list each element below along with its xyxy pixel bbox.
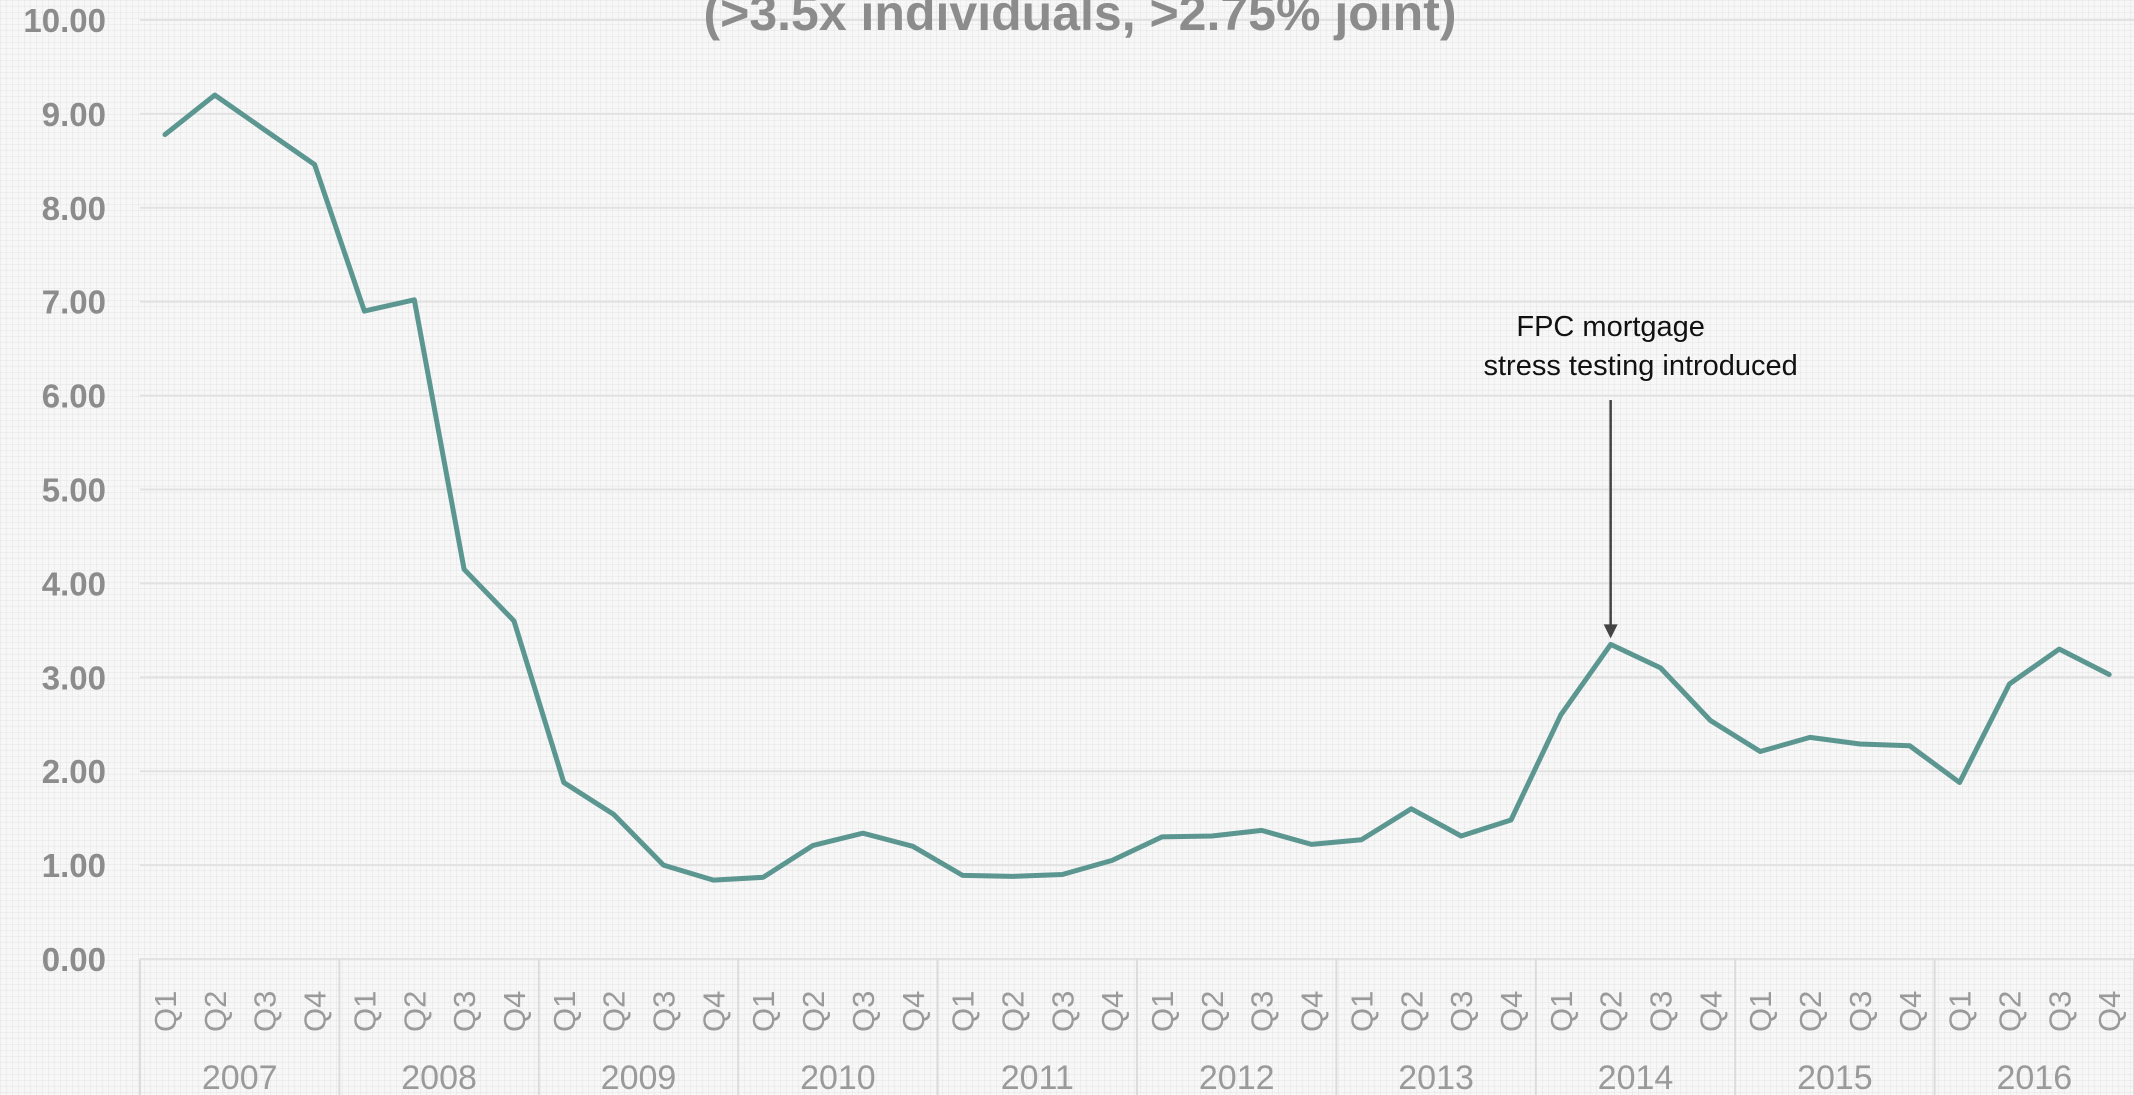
quarter-tick-label: Q1 [1544, 991, 1579, 1032]
quarter-tick-label: Q2 [1793, 991, 1828, 1032]
year-label: 2015 [1797, 1059, 1873, 1095]
y-tick-label: 6.00 [42, 378, 106, 415]
year-label: 2016 [1996, 1059, 2072, 1095]
quarter-tick-label: Q4 [696, 991, 731, 1032]
quarter-tick-label: Q2 [1594, 991, 1629, 1032]
quarter-tick-label: Q2 [198, 991, 233, 1032]
annotation-arrowhead [1603, 624, 1618, 639]
quarter-tick-label: Q2 [1992, 991, 2027, 1032]
series-line [162, 92, 2112, 883]
annotation: FPC mortgage stress testing introduced [1483, 311, 1798, 639]
quarter-tick-label: Q2 [597, 991, 632, 1032]
chart-title: (>3.5x individuals, >2.75% joint) [703, 0, 1456, 41]
year-label: 2012 [1199, 1059, 1275, 1095]
quarter-tick-label: Q1 [1145, 991, 1180, 1032]
quarter-tick-label: Q1 [1344, 991, 1379, 1032]
gridlines [140, 19, 2134, 960]
quarter-tick-label: Q2 [796, 991, 831, 1032]
quarter-tick-label: Q3 [1045, 991, 1080, 1032]
x-axis: Q1 Q2 Q3 Q4 2007 Q1 Q2 Q3 Q4 2008 Q1 Q2 Q3 Q4 2009 Q1 Q2… [139, 959, 2134, 1095]
year-label: 2013 [1398, 1059, 1474, 1095]
quarter-tick-label: Q2 [397, 991, 432, 1032]
quarter-tick-label: Q3 [1644, 991, 1679, 1032]
quarter-tick-label: Q4 [1494, 991, 1529, 1032]
quarter-tick-label: Q4 [1893, 991, 1928, 1032]
y-tick-label: 7.00 [42, 284, 106, 321]
y-tick-label: 4.00 [42, 565, 106, 602]
quarter-tick-label: Q3 [1245, 991, 1280, 1032]
y-tick-label: 5.00 [42, 472, 106, 509]
quarter-tick-label: Q1 [347, 991, 382, 1032]
quarter-tick-label: Q1 [946, 991, 981, 1032]
year-label: 2009 [601, 1059, 677, 1095]
year-label: 2010 [800, 1059, 876, 1095]
quarter-tick-label: Q4 [497, 991, 532, 1032]
quarter-tick-label: Q4 [1295, 991, 1330, 1032]
y-tick-label: 9.00 [42, 96, 106, 133]
year-label: 2008 [401, 1059, 477, 1095]
quarter-tick-label: Q3 [447, 991, 482, 1032]
y-tick-label: 8.00 [42, 190, 106, 227]
y-tick-label: 1.00 [42, 847, 106, 884]
quarter-tick-label: Q3 [846, 991, 881, 1032]
quarter-tick-label: Q4 [896, 991, 931, 1032]
quarter-tick-label: Q1 [746, 991, 781, 1032]
year-label: 2011 [1001, 1059, 1074, 1095]
quarter-tick-label: Q4 [1693, 991, 1728, 1032]
year-label: 2007 [202, 1059, 278, 1095]
quarter-tick-label: Q1 [148, 991, 183, 1032]
y-tick-label: 3.00 [42, 659, 106, 696]
quarter-tick-label: Q2 [1195, 991, 1230, 1032]
quarter-tick-label: Q1 [1743, 991, 1778, 1032]
quarter-tick-label: Q2 [1394, 991, 1429, 1032]
quarter-tick-label: Q1 [1943, 991, 1978, 1032]
quarter-tick-label: Q3 [2042, 991, 2077, 1032]
annotation-text-line-1: FPC mortgage [1516, 311, 1705, 343]
annotation-text-line-2: stress testing introduced [1483, 350, 1797, 382]
quarter-tick-label: Q4 [1095, 991, 1130, 1032]
quarter-tick-label: Q4 [2092, 991, 2127, 1032]
y-tick-label: 0.00 [42, 941, 106, 978]
y-tick-label: 10.00 [23, 2, 106, 39]
year-label: 2014 [1598, 1059, 1674, 1095]
quarter-tick-label: Q3 [1843, 991, 1878, 1032]
quarter-tick-label: Q2 [995, 991, 1030, 1032]
quarter-tick-label: Q3 [1444, 991, 1479, 1032]
quarter-tick-label: Q3 [647, 991, 682, 1032]
quarter-tick-label: Q3 [248, 991, 283, 1032]
quarter-tick-label: Q1 [547, 991, 582, 1032]
y-tick-label: 2.00 [42, 753, 106, 790]
quarter-tick-label: Q4 [298, 991, 333, 1032]
y-axis: 0.00 1.00 2.00 3.00 4.00 5.00 6.00 7.00 8.00 9.00… [23, 2, 106, 978]
